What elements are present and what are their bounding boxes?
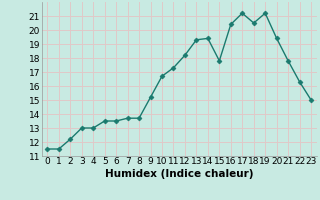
X-axis label: Humidex (Indice chaleur): Humidex (Indice chaleur) <box>105 169 253 179</box>
